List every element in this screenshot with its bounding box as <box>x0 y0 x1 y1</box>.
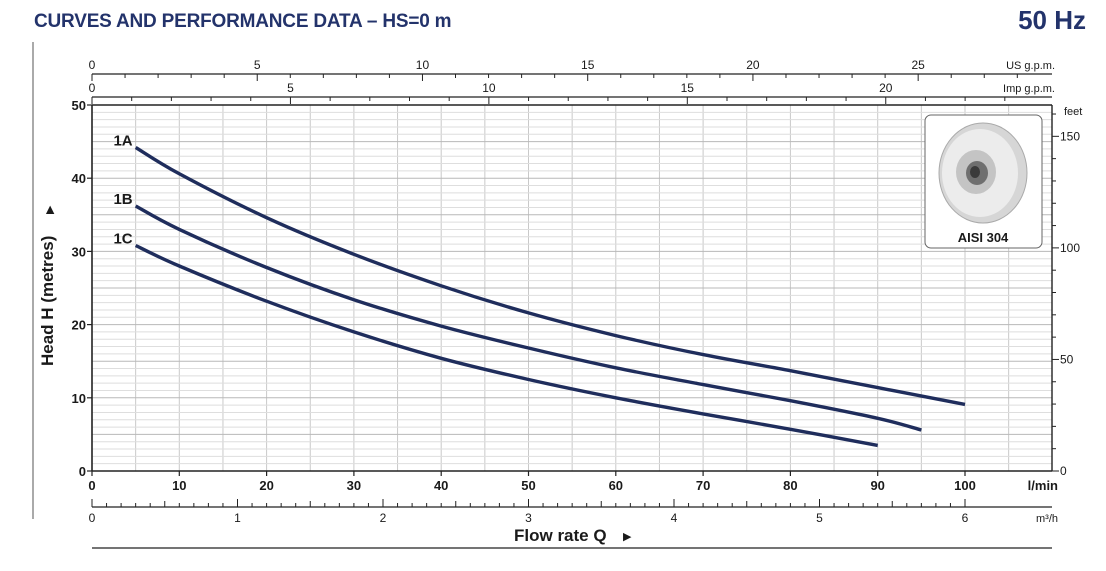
x-tick-label: 10 <box>172 478 186 493</box>
series-label-1c: 1C <box>113 231 132 248</box>
imp-gpm-tick-label: 10 <box>482 81 496 95</box>
frequency-label: 50 Hz <box>1018 5 1086 35</box>
series-line-1a <box>134 146 966 407</box>
y-tick-label: 10 <box>72 391 86 406</box>
ylabel-arrow: ▶ <box>44 205 56 214</box>
series-line-1c <box>134 243 879 448</box>
x-tick-label: 50 <box>521 478 535 493</box>
xlabel: Flow rate Q <box>514 526 607 545</box>
us-gpm-tick-label: 15 <box>581 58 595 72</box>
grid <box>92 105 1052 471</box>
ylabel: Head H (metres) <box>38 236 57 366</box>
x-tick-label: 40 <box>434 478 448 493</box>
inset-label: AISI 304 <box>958 230 1009 245</box>
m3h-tick-label: 4 <box>671 511 678 525</box>
imp-gpm-tick-label: 0 <box>89 81 96 95</box>
m3h-unit-label: m³/h <box>1036 513 1058 525</box>
y-tick-label: 50 <box>72 98 86 113</box>
us-gpm-unit-label: US g.p.m. <box>1006 60 1055 72</box>
series-label-1b: 1B <box>113 191 132 208</box>
x-tick-label: 90 <box>870 478 884 493</box>
us-gpm-tick-label: 20 <box>746 58 760 72</box>
feet-tick-label: 0 <box>1060 464 1067 478</box>
x-tick-label: 100 <box>954 478 976 493</box>
imp-gpm-tick-label: 5 <box>287 81 294 95</box>
x-tick-label: 20 <box>259 478 273 493</box>
x-tick-label: 70 <box>696 478 710 493</box>
series-label-1a: 1A <box>113 132 132 149</box>
m3h-tick-label: 6 <box>962 511 969 525</box>
x-tick-label: 80 <box>783 478 797 493</box>
impeller-icon <box>938 122 1028 224</box>
y-tick-label: 0 <box>79 464 86 479</box>
y-tick-label: 20 <box>72 318 86 333</box>
feet-tick-label: 50 <box>1060 352 1074 366</box>
x-tick-label: 0 <box>88 478 95 493</box>
imp-gpm-tick-label: 15 <box>681 81 695 95</box>
xlabel-arrow: ▶ <box>623 531 632 543</box>
us-gpm-tick-label: 0 <box>89 58 96 72</box>
curves <box>134 146 966 448</box>
y-tick-label: 30 <box>72 244 86 259</box>
us-gpm-tick-label: 10 <box>416 58 430 72</box>
series-line-1b <box>134 204 922 432</box>
imp-gpm-unit-label: Imp g.p.m. <box>1003 83 1055 95</box>
m3h-tick-label: 5 <box>816 511 823 525</box>
chart-title: CURVES AND PERFORMANCE DATA – HS=0 m <box>34 11 452 32</box>
axes <box>87 73 1059 549</box>
us-gpm-tick-label: 25 <box>911 58 925 72</box>
m3h-tick-label: 0 <box>89 511 96 525</box>
x-tick-label: 30 <box>347 478 361 493</box>
feet-unit-label: feet <box>1064 106 1082 118</box>
feet-tick-label: 150 <box>1060 129 1080 143</box>
m3h-tick-label: 3 <box>525 511 532 525</box>
inset-box: AISI 304 <box>924 114 1043 249</box>
feet-tick-label: 100 <box>1060 241 1080 255</box>
m3h-tick-label: 2 <box>380 511 387 525</box>
us-gpm-tick-label: 5 <box>254 58 261 72</box>
x-tick-label: 60 <box>609 478 623 493</box>
x-unit-label: l/min <box>1028 478 1058 493</box>
m3h-tick-label: 1 <box>234 511 241 525</box>
imp-gpm-tick-label: 20 <box>879 81 893 95</box>
y-tick-label: 40 <box>72 171 86 186</box>
